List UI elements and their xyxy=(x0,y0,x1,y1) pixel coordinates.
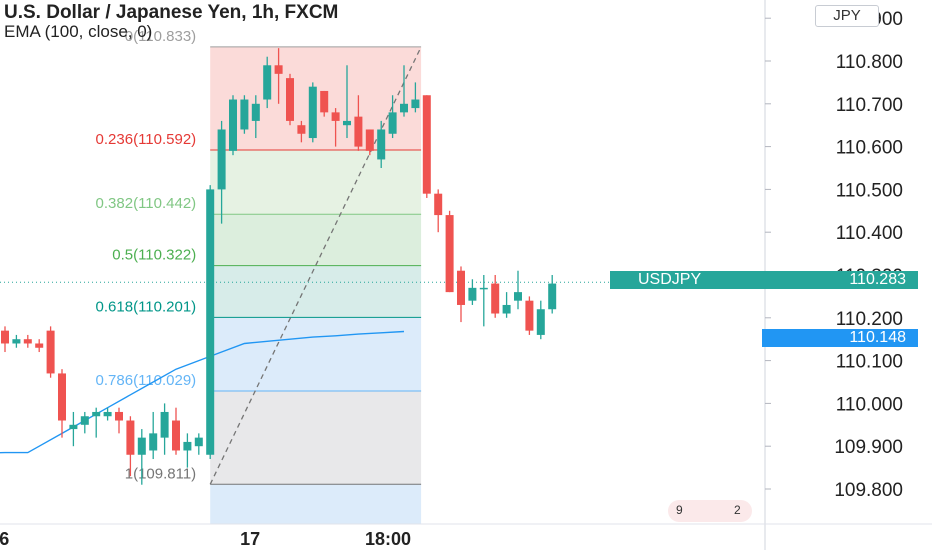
ema-price-value: 110.148 xyxy=(849,329,906,346)
y-tick-label: 110.800 xyxy=(836,52,903,73)
candle-body xyxy=(365,129,374,151)
candle-body xyxy=(491,283,500,314)
candle-body xyxy=(411,99,420,109)
fib-level-label: 0.382(110.442) xyxy=(96,195,197,212)
fib-band xyxy=(210,390,422,485)
fib-band xyxy=(210,150,422,215)
candle-body xyxy=(514,292,522,301)
candle-body xyxy=(115,411,123,421)
fib-level-label: 0.786(110.029) xyxy=(96,372,197,389)
candle-body xyxy=(308,86,317,139)
candle-body xyxy=(274,65,283,74)
fib-level-label: 0.618(110.201) xyxy=(96,298,197,315)
candle-body xyxy=(457,270,465,305)
y-tick-label: 110.100 xyxy=(836,352,903,373)
candle-body xyxy=(23,339,32,344)
x-tick-label: 17 xyxy=(240,529,260,549)
candle-body xyxy=(149,433,158,451)
candle-body xyxy=(137,437,146,455)
ema-price-tag: 110.148 xyxy=(762,329,918,347)
candle-body xyxy=(343,120,351,126)
candle-body xyxy=(536,309,545,335)
candle-body xyxy=(251,103,260,121)
fib-band xyxy=(210,484,422,524)
candle-body xyxy=(69,424,78,430)
fib-level-label: 1(109.811) xyxy=(125,465,196,482)
candle-body xyxy=(320,90,329,113)
candle-body xyxy=(434,193,443,216)
control-left[interactable]: 9 xyxy=(676,503,683,517)
last-price-value: 110.283 xyxy=(849,271,906,288)
y-tick-label: 110.500 xyxy=(836,180,903,201)
candle-body xyxy=(12,339,21,344)
x-tick-label: 16 xyxy=(0,529,9,549)
candle-body xyxy=(172,420,180,451)
indicator-label[interactable]: EMA (100, close, 0) xyxy=(4,22,153,41)
candle-body xyxy=(331,112,340,121)
candle-body xyxy=(160,411,169,438)
ema-series-line xyxy=(0,330,405,454)
candle-body xyxy=(217,129,226,190)
chart-controls[interactable]: 9 2 xyxy=(668,500,752,522)
fib-level-label: 0.236(110.592) xyxy=(96,131,197,148)
candle-body xyxy=(80,416,89,425)
candle-body xyxy=(58,373,66,421)
currency-badge[interactable]: JPY xyxy=(815,5,879,27)
x-tick-label: 18:00 xyxy=(365,529,411,549)
candle-body xyxy=(103,411,112,417)
fib-band xyxy=(210,317,422,391)
control-right[interactable]: 2 xyxy=(734,503,741,517)
price-axis[interactable]: 110.900110.800110.700110.600110.500110.4… xyxy=(765,9,903,501)
candle-body xyxy=(388,112,397,134)
candle-body xyxy=(502,304,511,314)
y-tick-label: 110.700 xyxy=(836,95,903,116)
candle-body xyxy=(126,420,135,455)
candle-body xyxy=(525,300,534,331)
fibonacci-retracement[interactable]: 0(110.833) 0.236(110.592) 0.382(110.442) 0.… xyxy=(96,28,422,524)
candles xyxy=(1,48,557,485)
candle-body xyxy=(286,78,294,121)
y-tick-label: 110.400 xyxy=(836,223,903,244)
candle-body xyxy=(377,129,386,160)
candle-body xyxy=(422,95,431,194)
candle-body xyxy=(35,343,44,348)
candle-body xyxy=(468,287,477,301)
last-price-tag: USDJPY 110.283 xyxy=(610,271,918,289)
y-tick-label: 109.900 xyxy=(834,437,903,458)
y-tick-label: 110.600 xyxy=(836,138,903,159)
candle-body xyxy=(479,287,488,290)
candle-body xyxy=(445,215,454,293)
fib-level-label: 0(110.833) xyxy=(125,28,196,45)
y-tick-label: 109.800 xyxy=(834,480,903,501)
fib-band xyxy=(210,265,422,318)
candle-body xyxy=(400,103,408,113)
fib-level-label: 0.5(110.322) xyxy=(112,247,196,264)
candle-body xyxy=(354,116,363,147)
y-tick-label: 110.000 xyxy=(836,394,903,415)
candle-body xyxy=(92,411,101,417)
fib-band xyxy=(210,214,422,266)
candle-body xyxy=(297,125,306,134)
ema-line xyxy=(0,330,405,454)
candle-body xyxy=(194,437,203,447)
candle-body xyxy=(183,441,192,451)
candle-body xyxy=(206,189,215,455)
candle-body xyxy=(240,99,249,130)
candle-body xyxy=(263,65,272,100)
candle-body xyxy=(46,330,55,374)
symbol-label: USDJPY xyxy=(638,271,702,288)
y-tick-label: 110.200 xyxy=(836,309,903,330)
time-axis[interactable]: 16 17 18:00 xyxy=(0,529,411,549)
candle-body xyxy=(229,99,237,151)
candle-body xyxy=(548,283,557,310)
chart-title: U.S. Dollar / Japanese Yen, 1h, FXCM xyxy=(4,2,339,23)
candle-body xyxy=(1,330,9,344)
